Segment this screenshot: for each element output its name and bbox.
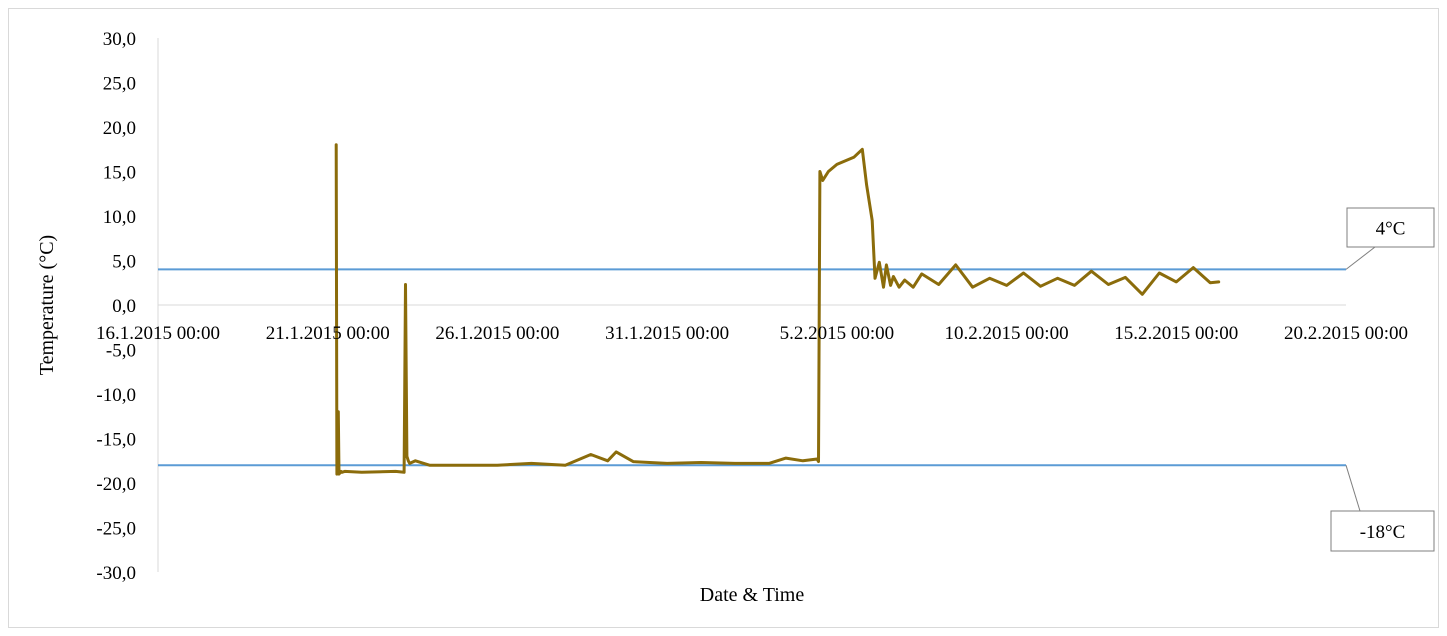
callouts: 4°C -18°C xyxy=(1330,207,1435,552)
y-tick-label: -25,0 xyxy=(96,519,136,540)
callout-box xyxy=(1330,510,1435,552)
callout-label: 4°C xyxy=(1376,219,1406,240)
y-tick-label: 20,0 xyxy=(103,118,136,139)
x-tick-label: 26.1.2015 00:00 xyxy=(435,323,559,344)
y-tick-label: 10,0 xyxy=(103,207,136,228)
x-tick-label: 10.2.2015 00:00 xyxy=(945,323,1069,344)
y-tick-label: -10,0 xyxy=(96,385,136,406)
series-group xyxy=(334,143,1221,476)
x-tick-label: 21.1.2015 00:00 xyxy=(266,323,390,344)
y-tick-label: -20,0 xyxy=(96,474,136,495)
x-axis-title: Date & Time xyxy=(700,584,805,606)
x-tick-label: 16.1.2015 00:00 xyxy=(96,323,220,344)
x-tick-label: 20.2.2015 00:00 xyxy=(1284,323,1408,344)
callout-leader xyxy=(1345,465,1361,512)
callout-leader xyxy=(1345,246,1376,270)
y-axis-title: Temperature (°C) xyxy=(36,235,58,375)
y-tick-label: -30,0 xyxy=(96,563,136,584)
y-tick-label: 0,0 xyxy=(112,296,136,317)
y-tick-label: 25,0 xyxy=(103,74,136,95)
x-tick-labels: 16.1.2015 00:00 21.1.2015 00:00 26.1.2015 … xyxy=(96,323,1408,344)
y-tick-label: -5,0 xyxy=(106,341,136,362)
y-tick-label: 15,0 xyxy=(103,163,136,184)
chart-frame xyxy=(8,8,1439,628)
x-tick-label: 15.2.2015 00:00 xyxy=(1114,323,1238,344)
x-tick-label: 5.2.2015 00:00 xyxy=(780,323,895,344)
callout-box xyxy=(1346,207,1435,248)
y-tick-label: -15,0 xyxy=(96,430,136,451)
callout-label: -18°C xyxy=(1360,522,1406,543)
y-tick-label: 30,0 xyxy=(103,29,136,50)
temperature-series-line xyxy=(334,143,1221,476)
y-tick-label: 5,0 xyxy=(112,252,136,273)
y-tick-labels: 30,0 25,0 20,0 15,0 10,0 5,0 0,0 -5,0 -10,0 -15,0… xyxy=(96,29,136,584)
reference-lines xyxy=(158,268,1346,467)
x-tick-label: 31.1.2015 00:00 xyxy=(605,323,729,344)
